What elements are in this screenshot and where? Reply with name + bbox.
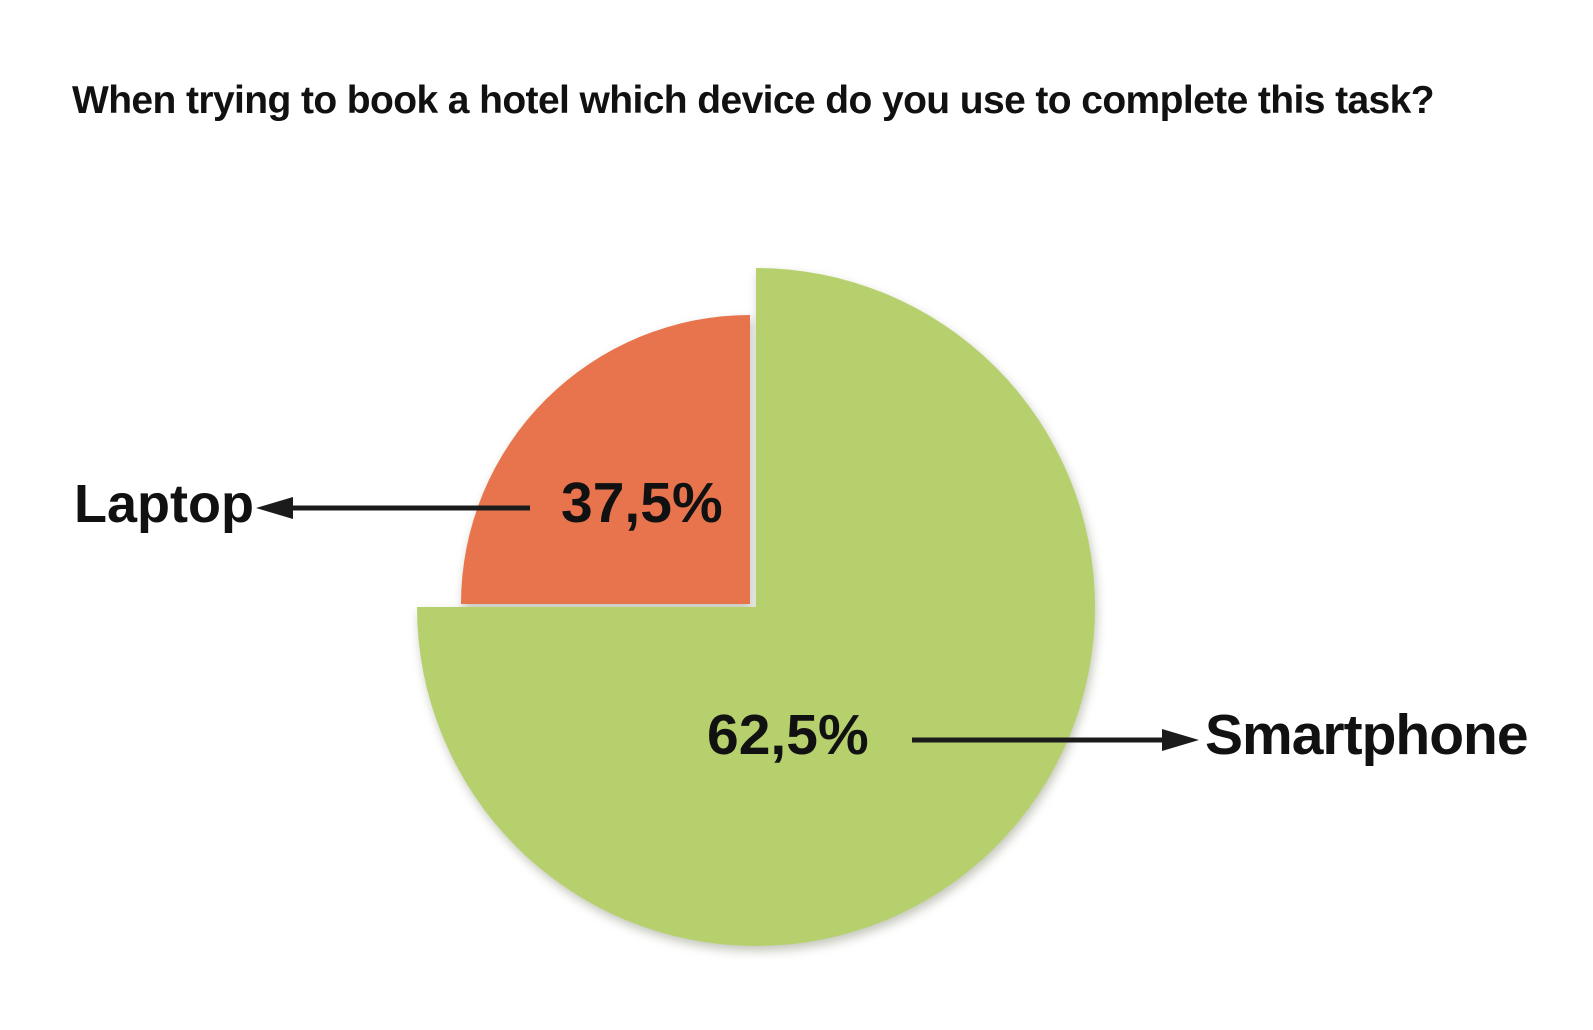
laptop-slice-value: 37,5%	[561, 471, 723, 535]
laptop-arrow-head-icon	[256, 497, 293, 519]
pie-slice-smartphone	[417, 268, 1095, 946]
laptop-slice-label: Laptop	[74, 474, 254, 534]
chart-title: When trying to book a hotel which device…	[72, 79, 1435, 122]
laptop-callout-arrow	[256, 497, 530, 519]
smartphone-slice-label: Smartphone	[1205, 703, 1529, 767]
smartphone-callout-arrow	[912, 729, 1199, 751]
smartphone-arrow-head-icon	[1162, 729, 1199, 751]
smartphone-slice-value: 62,5%	[707, 703, 869, 767]
pie-slice-laptop	[461, 315, 750, 604]
